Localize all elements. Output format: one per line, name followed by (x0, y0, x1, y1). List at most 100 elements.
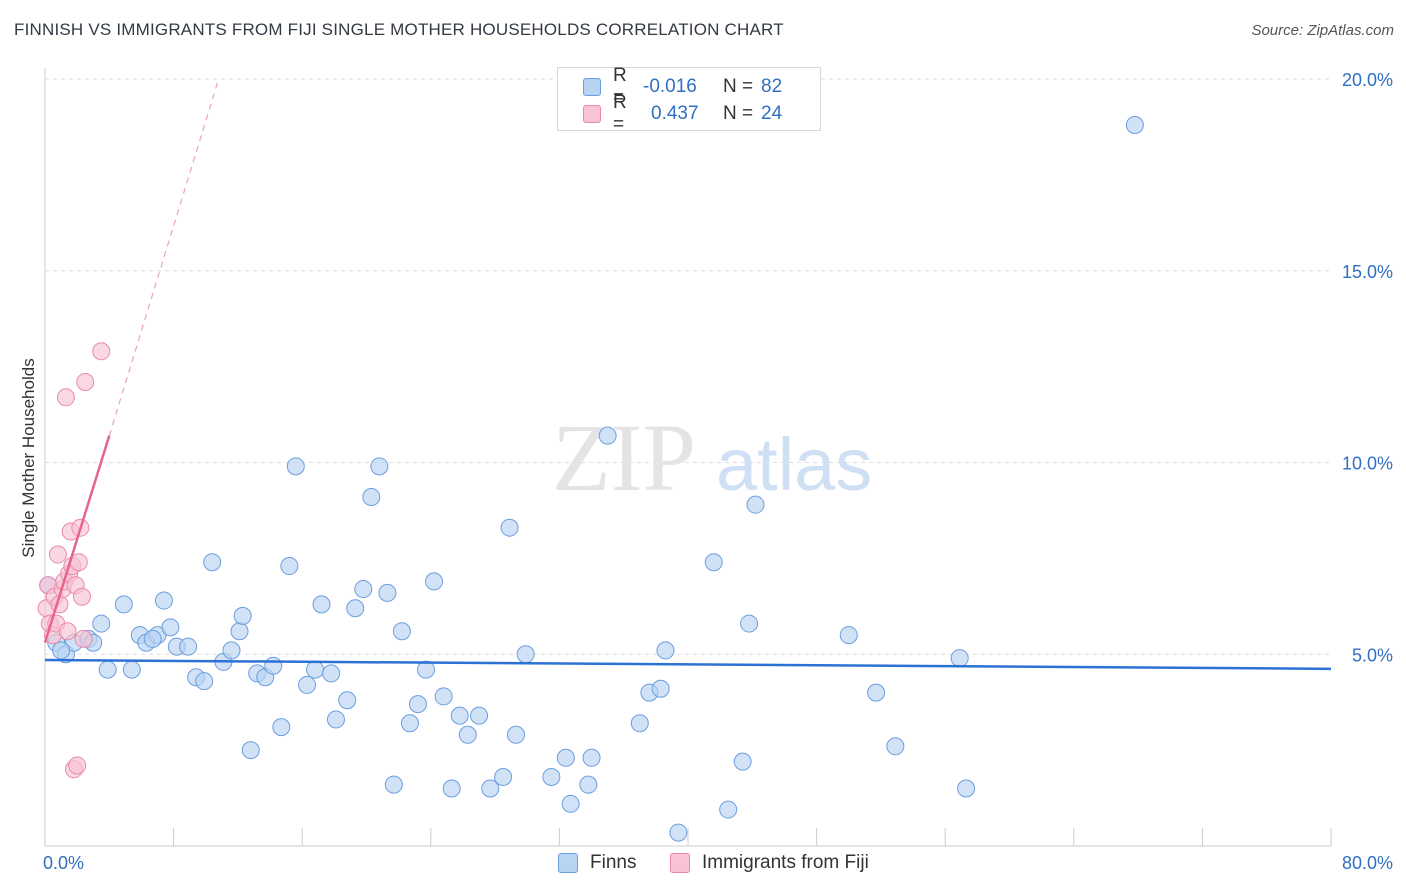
legend-n-value: 82 (761, 75, 783, 97)
data-point (58, 622, 77, 641)
data-point (326, 710, 345, 729)
data-point (122, 660, 141, 679)
series-fiji (37, 342, 111, 779)
data-point (867, 683, 886, 702)
legend-swatch-fiji (583, 104, 601, 123)
data-point (143, 629, 162, 648)
data-point (48, 545, 67, 564)
legend-r-value: 0.437 (651, 102, 699, 124)
y-axis-label: Single Mother Households (19, 358, 38, 557)
legend-n-value: 24 (761, 102, 783, 124)
data-point (746, 495, 765, 514)
legend-item-fiji[interactable]: Immigrants from Fiji (670, 852, 869, 874)
y-tick-label: 20.0% (1342, 70, 1393, 90)
data-point (408, 695, 427, 714)
data-point (378, 583, 397, 602)
data-point (579, 775, 598, 794)
watermark: ZIP atlas (552, 404, 872, 511)
data-point (950, 649, 969, 668)
data-point (458, 725, 477, 744)
source-label: Source: ZipAtlas.com (1251, 22, 1394, 39)
data-point (384, 775, 403, 794)
data-point (72, 587, 91, 606)
data-point (1125, 116, 1144, 135)
data-point (179, 637, 198, 656)
x-tick-label: 0.0% (43, 853, 84, 873)
data-point (719, 800, 738, 819)
axes (44, 68, 1332, 847)
data-point (470, 706, 489, 725)
watermark-atlas: atlas (716, 423, 872, 506)
data-point (98, 660, 117, 679)
data-point (306, 660, 325, 679)
data-point (203, 553, 222, 572)
legend-row-fiji: R = 0.437 N = 24 (558, 92, 783, 135)
data-point (362, 488, 381, 507)
legend-r-label: R = (613, 64, 627, 108)
data-point (434, 687, 453, 706)
legend-n-label: N = (723, 75, 754, 97)
data-point (264, 656, 283, 675)
correlation-legend: R = -0.016 N = 82 R = 0.437 N = 24 (557, 64, 821, 135)
data-point (598, 426, 617, 445)
trend-extension-fiji (108, 78, 220, 436)
watermark-zip: ZIP (552, 404, 696, 511)
data-point (52, 641, 71, 660)
data-point (114, 595, 133, 614)
data-point (839, 626, 858, 645)
x-tick-labels: 0.0% 80.0% (43, 853, 1393, 873)
data-point (494, 767, 513, 786)
data-point (230, 622, 249, 641)
data-point (346, 599, 365, 618)
data-point (68, 756, 87, 775)
data-point (582, 748, 601, 767)
series-finns (39, 116, 1144, 842)
data-point (272, 718, 291, 737)
data-point (286, 457, 305, 476)
data-point (298, 675, 317, 694)
data-point (542, 767, 561, 786)
data-point (92, 342, 111, 361)
series-legend: Finns Immigrants from Fiji (0, 852, 1406, 876)
data-point (561, 794, 580, 813)
legend-r-value: -0.016 (643, 75, 697, 97)
trend-line-fiji (43, 435, 111, 644)
y-tick-label: 15.0% (1342, 262, 1393, 282)
trend-lines (43, 78, 1332, 671)
data-point (241, 741, 260, 760)
data-point (656, 641, 675, 660)
data-point (733, 752, 752, 771)
data-point (500, 518, 519, 537)
y-tick-label: 10.0% (1342, 454, 1393, 474)
data-point (392, 622, 411, 641)
data-point (416, 660, 435, 679)
data-point (400, 714, 419, 733)
data-point (56, 388, 75, 407)
data-point (425, 572, 444, 591)
data-point (195, 672, 214, 691)
legend-label-fiji: Immigrants from Fiji (702, 852, 869, 873)
data-point (651, 679, 670, 698)
data-point (740, 614, 759, 633)
data-point (957, 779, 976, 798)
y-tick-label: 5.0% (1352, 645, 1393, 665)
legend-item-finns[interactable]: Finns (558, 852, 636, 874)
data-point (74, 629, 93, 648)
data-point (704, 553, 723, 572)
data-point (630, 714, 649, 733)
data-point (154, 591, 173, 610)
data-point (222, 641, 241, 660)
trend-line-finns (44, 658, 1332, 671)
data-point (92, 614, 111, 633)
data-point (516, 645, 535, 664)
data-point (669, 823, 688, 842)
data-point (354, 580, 373, 599)
legend-label-finns: Finns (590, 852, 637, 873)
data-point (481, 779, 500, 798)
chart-title: FINNISH VS IMMIGRANTS FROM FIJI SINGLE M… (14, 20, 784, 39)
data-point (161, 618, 180, 637)
x-tick-label: 80.0% (1342, 853, 1393, 873)
data-point (322, 664, 341, 683)
data-point (338, 691, 357, 710)
